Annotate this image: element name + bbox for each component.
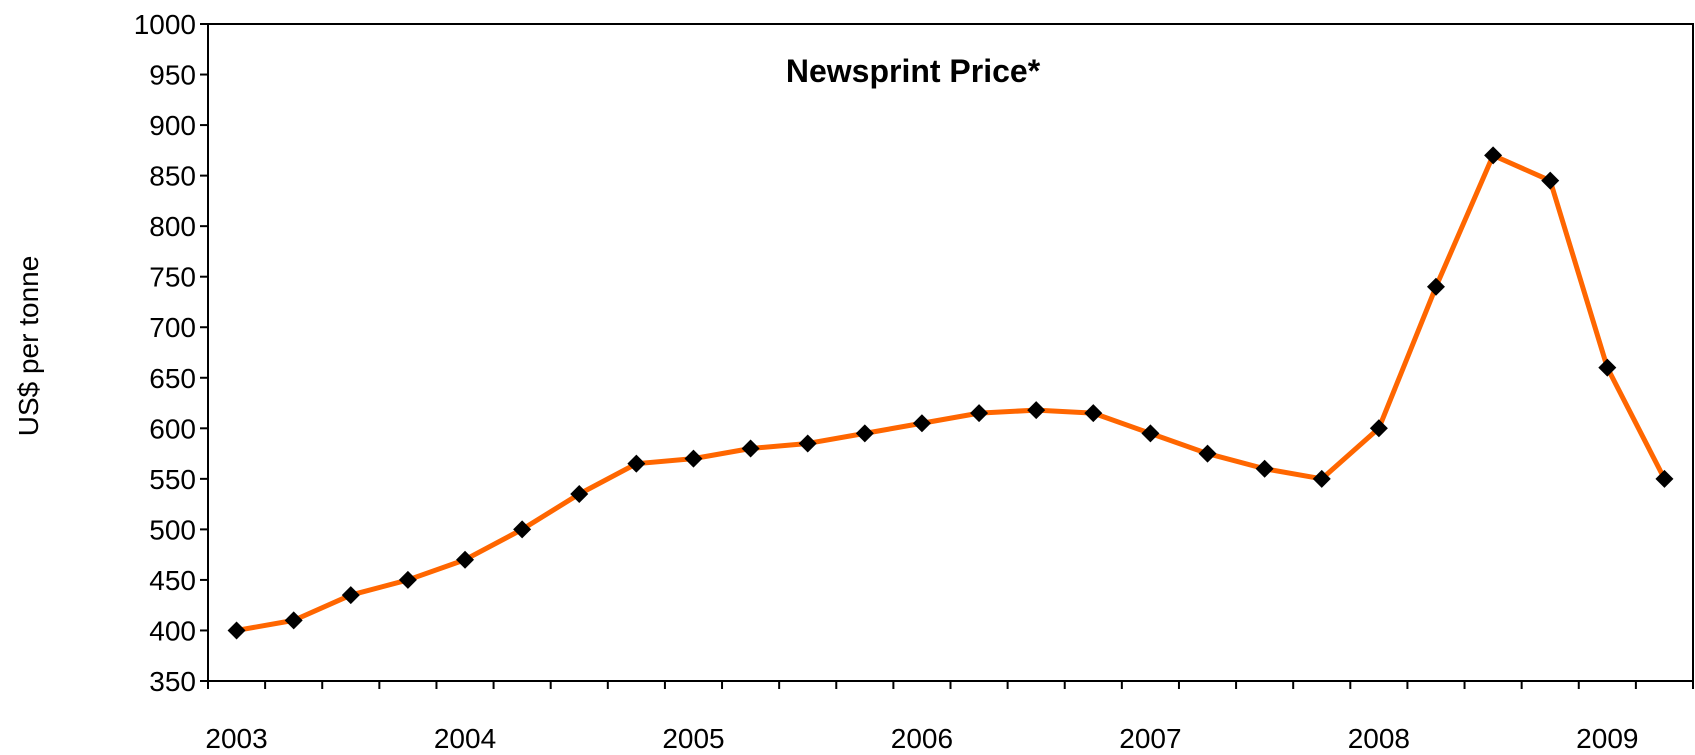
y-tick-label: 850 <box>149 161 196 192</box>
chart-title: Newsprint Price* <box>786 53 1041 89</box>
x-tick-label: 2005 <box>662 723 724 754</box>
y-tick-label: 350 <box>149 666 196 697</box>
data-point <box>912 414 931 433</box>
y-tick-label: 550 <box>149 464 196 495</box>
series-line <box>236 152 1667 633</box>
data-point <box>684 449 703 468</box>
data-point <box>1255 459 1274 478</box>
y-tick-label: 400 <box>149 615 196 646</box>
data-point <box>741 439 760 458</box>
plot-frame <box>207 23 1694 682</box>
data-point <box>855 424 874 443</box>
data-point <box>1027 401 1046 420</box>
x-tick-label: 2004 <box>434 723 496 754</box>
y-tick-label: 1000 <box>134 9 196 40</box>
data-point <box>1084 404 1103 423</box>
x-tick-label: 2009 <box>1576 723 1638 754</box>
data-point <box>398 570 417 589</box>
data-point <box>1484 146 1503 165</box>
data-point <box>341 586 360 605</box>
y-tick-label: 800 <box>149 211 196 242</box>
y-tick-label: 450 <box>149 565 196 596</box>
data-point <box>798 434 817 453</box>
data-point <box>1141 424 1160 443</box>
x-tick-label: 2007 <box>1119 723 1181 754</box>
y-tick-label: 900 <box>149 110 196 141</box>
y-axis-label: US$ per tonne <box>13 256 44 437</box>
data-point <box>627 454 646 473</box>
data-point <box>1655 469 1674 488</box>
data-point <box>1426 277 1445 296</box>
data-point <box>513 520 532 539</box>
x-tick-label: 2003 <box>205 723 267 754</box>
x-tick-label: 2008 <box>1348 723 1410 754</box>
data-point <box>1312 469 1331 488</box>
data-point <box>227 621 246 640</box>
y-tick-label: 950 <box>149 60 196 91</box>
y-tick-label: 650 <box>149 363 196 394</box>
data-point <box>1198 444 1217 463</box>
data-point <box>570 485 589 504</box>
y-tick-label: 500 <box>149 514 196 545</box>
data-point <box>1598 358 1617 377</box>
data-point <box>970 404 989 423</box>
data-point <box>1369 419 1388 438</box>
y-tick-label: 600 <box>149 413 196 444</box>
data-point <box>284 611 303 630</box>
x-tick-label: 2006 <box>891 723 953 754</box>
y-tick-label: 750 <box>149 262 196 293</box>
data-point <box>456 550 475 569</box>
y-tick-label: 700 <box>149 312 196 343</box>
data-point <box>1541 171 1560 190</box>
